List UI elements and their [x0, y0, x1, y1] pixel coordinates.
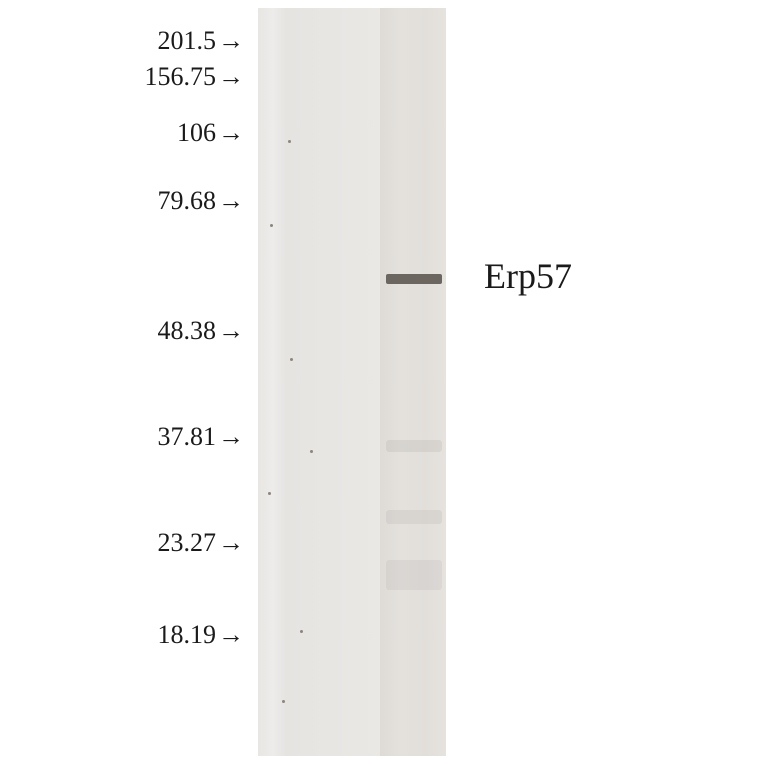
speck	[300, 630, 303, 633]
speck	[288, 140, 291, 143]
arrow-icon: →	[218, 62, 244, 92]
arrow-icon: →	[218, 186, 244, 216]
mw-marker-label: 201.5→	[158, 26, 245, 56]
speck	[310, 450, 313, 453]
mw-marker-label: 106→	[177, 118, 244, 148]
blot-sample-lane	[380, 8, 446, 756]
mw-marker-label: 18.19→	[158, 620, 245, 650]
mw-marker-label: 156.75→	[145, 62, 245, 92]
faint-band	[386, 560, 442, 590]
arrow-icon: →	[218, 620, 244, 650]
band-label-erp57: Erp57	[484, 255, 572, 297]
western-blot-figure: 201.5→ 156.75→ 106→ 79.68→ 48.38→ 37.81→…	[0, 0, 764, 764]
speck	[282, 700, 285, 703]
mw-value: 48.38	[158, 316, 217, 345]
mw-value: 23.27	[158, 528, 217, 557]
faint-band	[386, 510, 442, 524]
mw-value: 201.5	[158, 26, 217, 55]
mw-value: 79.68	[158, 186, 217, 215]
mw-marker-label: 79.68→	[158, 186, 245, 216]
arrow-icon: →	[218, 528, 244, 558]
arrow-icon: →	[218, 26, 244, 56]
mw-value: 37.81	[158, 422, 217, 451]
mw-value: 18.19	[158, 620, 217, 649]
speck	[270, 224, 273, 227]
faint-band	[386, 440, 442, 452]
speck	[268, 492, 271, 495]
mw-value: 156.75	[145, 62, 217, 91]
arrow-icon: →	[218, 422, 244, 452]
erp57-band	[386, 274, 442, 284]
mw-value: 106	[177, 118, 216, 147]
arrow-icon: →	[218, 316, 244, 346]
arrow-icon: →	[218, 118, 244, 148]
mw-marker-label: 23.27→	[158, 528, 245, 558]
mw-marker-label: 48.38→	[158, 316, 245, 346]
mw-marker-label: 37.81→	[158, 422, 245, 452]
speck	[290, 358, 293, 361]
